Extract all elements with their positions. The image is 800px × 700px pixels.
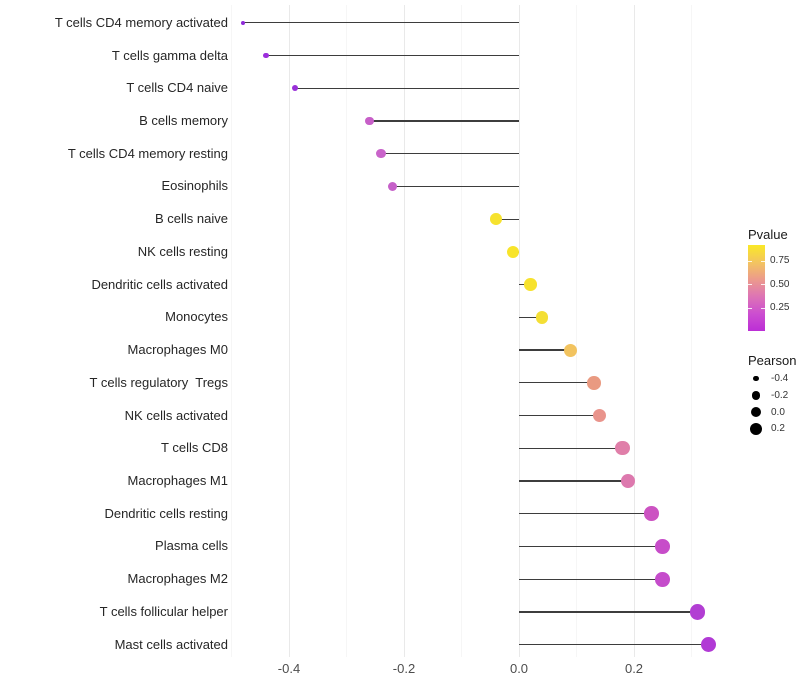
lollipop-stem (294, 87, 519, 89)
category-label: Macrophages M0 (127, 342, 228, 358)
category-label: T cells CD4 memory activated (54, 14, 228, 30)
category-label: Mast cells activated (114, 636, 228, 652)
lollipop-stem (519, 644, 709, 646)
lollipop-stem (369, 120, 519, 122)
pearson-legend-label: 0.0 (771, 406, 785, 418)
pvalue-bar-tick (748, 260, 752, 262)
pvalue-tick-label: 0.25 (770, 302, 790, 314)
lollipop-dot (365, 116, 374, 126)
pvalue-bar-tick (761, 284, 765, 286)
category-label: Monocytes (165, 309, 228, 325)
lollipop-dot (291, 85, 298, 92)
gridline (403, 5, 405, 657)
lollipop-dot (689, 604, 705, 620)
category-label: NK cells activated (124, 407, 228, 423)
pvalue-bar-tick (761, 307, 765, 309)
category-label: T cells gamma delta (111, 47, 228, 63)
lollipop-stem (519, 611, 698, 613)
pearson-legend-dot (751, 391, 761, 400)
lollipop-dot (615, 441, 630, 456)
gridline (288, 5, 290, 657)
lollipop-stem (519, 480, 629, 482)
pearson-legend-label: 0.2 (771, 423, 785, 435)
category-label: T cells follicular helper (99, 603, 228, 619)
gridline (518, 5, 520, 657)
lollipop-dot (655, 539, 671, 554)
pvalue-legend-title: Pvalue (748, 227, 788, 242)
lollipop-dot (586, 376, 601, 390)
x-tick-label: -0.2 (392, 661, 416, 676)
pearson-legend-dot (749, 422, 763, 435)
category-label: B cells memory (139, 112, 228, 128)
lollipop-dot (376, 149, 386, 159)
pvalue-bar-tick (761, 260, 765, 262)
lollipop-stem (496, 218, 519, 220)
lollipop-dot (621, 473, 636, 489)
lollipop-stem (519, 545, 663, 548)
lollipop-dot (643, 506, 659, 522)
category-label: T cells regulatory Tregs (89, 374, 228, 390)
lollipop-stem (519, 414, 600, 417)
lollipop-dot (240, 20, 245, 25)
category-label: Dendritic cells activated (91, 276, 228, 292)
pearson-legend-label: -0.4 (771, 373, 789, 385)
lollipop-dot (535, 311, 549, 324)
pvalue-bar-tick (748, 284, 752, 286)
lollipop-dot (507, 245, 520, 258)
gridline (346, 5, 347, 657)
gridline (576, 5, 577, 657)
pearson-legend-dot (753, 376, 759, 382)
lollipop-stem (519, 447, 623, 449)
lollipop-dot (564, 343, 578, 357)
lollipop-stem (519, 316, 542, 319)
category-label: B cells naive (155, 211, 228, 227)
lollipop-dot (387, 181, 398, 192)
lollipop-stem (519, 578, 663, 580)
lollipop-stem (519, 349, 571, 351)
lollipop-stem (392, 185, 519, 188)
lollipop-stem (519, 513, 652, 515)
pvalue-tick-label: 0.50 (770, 278, 790, 290)
lollipop-stem (381, 153, 519, 155)
category-label: T cells CD8 (161, 440, 228, 456)
lollipop-dot (263, 52, 269, 59)
category-label: Eosinophils (161, 178, 229, 194)
gridline (691, 5, 692, 657)
lollipop-dot (701, 636, 717, 653)
pvalue-bar-tick (748, 307, 752, 309)
lollipop-dot (524, 278, 537, 291)
category-label: T cells CD4 naive (126, 80, 228, 96)
lollipop-dot (592, 408, 607, 423)
gridline (633, 5, 635, 657)
lollipop-stem (266, 54, 519, 57)
category-label: Dendritic cells resting (104, 505, 228, 521)
category-label: Macrophages M1 (127, 473, 228, 489)
gridline (461, 5, 462, 657)
x-tick-label: 0.2 (624, 661, 644, 676)
lollipop-stem (519, 382, 594, 384)
category-label: NK cells resting (137, 243, 228, 259)
category-label: Plasma cells (155, 538, 228, 554)
pearson-legend-label: -0.2 (771, 389, 789, 401)
category-label: Macrophages M2 (127, 571, 228, 587)
gridline (231, 5, 232, 657)
lollipop-dot (490, 213, 502, 226)
x-tick-label: 0.0 (509, 661, 529, 676)
lollipop-stem (243, 22, 519, 24)
x-tick-label: -0.4 (277, 661, 301, 676)
pvalue-gradient-bar (748, 245, 765, 331)
pearson-legend-dot (750, 406, 762, 418)
category-label: T cells CD4 memory resting (67, 145, 228, 161)
pearson-legend-title: Pearson (748, 353, 797, 368)
lollipop-dot (655, 571, 671, 587)
pvalue-tick-label: 0.75 (770, 255, 790, 267)
